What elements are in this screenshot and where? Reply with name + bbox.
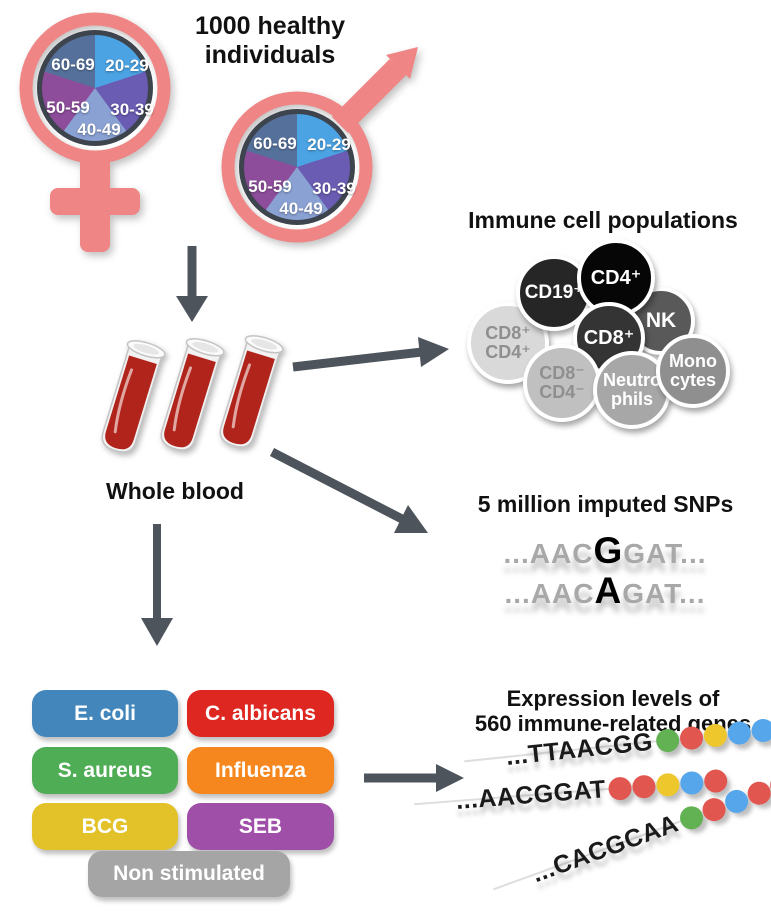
male-age-pie: 20-29 30-39 40-49 50-59 60-69 bbox=[239, 109, 356, 225]
blood-tube-icon bbox=[160, 338, 225, 451]
age-slice-label: 30-39 bbox=[110, 100, 154, 119]
age-slice-label: 20-29 bbox=[307, 135, 351, 154]
blue-dot bbox=[750, 717, 771, 743]
main-title-line2: individuals bbox=[204, 40, 336, 69]
snp-sequence-alt: ...AACAGAT... bbox=[390, 570, 771, 612]
age-slice-label: 30-39 bbox=[312, 179, 356, 198]
whole-blood-label: Whole blood bbox=[106, 478, 244, 504]
age-slice-label: 50-59 bbox=[248, 177, 292, 196]
snp-prefix: ...AAC bbox=[504, 578, 595, 609]
red-dot bbox=[631, 773, 657, 799]
cell-label: CD8⁺ bbox=[583, 326, 635, 349]
red-dot bbox=[607, 775, 633, 801]
arrow-down-to-stimuli-icon bbox=[141, 524, 173, 646]
main-title-line1: 1000 healthy bbox=[194, 12, 346, 40]
main-title: 1000 healthy individuals bbox=[155, 12, 385, 70]
blood-tube-icon bbox=[101, 340, 166, 453]
cell-label: CD8⁺ CD4⁺ bbox=[485, 323, 531, 362]
cell-circle-monocytes: Mono cytes bbox=[656, 334, 730, 408]
snps-title: 5 million imputed SNPs bbox=[477, 491, 734, 517]
male-sign-icon bbox=[221, 47, 418, 243]
cell-label: NK bbox=[645, 308, 677, 332]
age-slice-label: 20-29 bbox=[105, 56, 149, 75]
snp-prefix: ...AAC bbox=[503, 538, 594, 569]
age-slice-label: 60-69 bbox=[51, 55, 95, 74]
gene-sequence: ...CACGCAA bbox=[528, 808, 682, 888]
snp-variant-allele: G bbox=[593, 530, 624, 571]
snp-variant-allele: A bbox=[594, 570, 623, 611]
arrow-down-to-blood-icon bbox=[176, 246, 208, 322]
green-dot bbox=[654, 727, 680, 753]
blue-dot bbox=[679, 770, 705, 795]
immune-cells-title: Immune cell populations bbox=[468, 207, 738, 233]
snp-suffix: GAT... bbox=[622, 578, 706, 609]
age-slice-label: 50-59 bbox=[46, 98, 90, 117]
stimulus-pill-nonstimulated: Non stimulated bbox=[88, 851, 290, 897]
gene-sequence: ...AACGGAT bbox=[454, 774, 607, 815]
blue-dot bbox=[721, 786, 751, 816]
age-slice-label: 60-69 bbox=[253, 134, 297, 153]
blood-tubes bbox=[95, 333, 307, 475]
female-symbol: 20-29 30-39 40-49 50-59 60-69 bbox=[10, 5, 200, 257]
age-slice-label: 40-49 bbox=[77, 120, 121, 139]
green-dot bbox=[676, 802, 706, 833]
blue-dot bbox=[726, 719, 752, 746]
red-dot bbox=[678, 724, 704, 751]
cell-label: Mono cytes bbox=[669, 351, 717, 390]
snp-sequence-ref: ...AACGGAT... bbox=[390, 530, 771, 572]
cell-label: CD8⁻ CD4⁻ bbox=[539, 363, 585, 402]
stimulus-pill-influenza: Influenza bbox=[187, 747, 334, 794]
blood-tube-icon bbox=[219, 335, 284, 448]
cell-label: CD19⁺ bbox=[524, 282, 584, 304]
stimulus-pill-calbicans: C. albicans bbox=[187, 690, 334, 737]
yellow-dot bbox=[655, 771, 681, 797]
snp-suffix: GAT... bbox=[623, 538, 707, 569]
red-dot bbox=[698, 794, 729, 825]
age-slice-label: 40-49 bbox=[279, 199, 323, 218]
cell-circle-cd4: CD4⁺ bbox=[577, 239, 655, 317]
expression-title-line1: Expression levels of bbox=[506, 686, 720, 711]
female-sign-icon bbox=[19, 12, 171, 252]
cell-label: CD4⁺ bbox=[590, 266, 642, 289]
arrow-to-expression-icon bbox=[364, 764, 464, 792]
stimulus-pill-bcg: BCG bbox=[32, 803, 178, 850]
male-symbol: 20-29 30-39 40-49 50-59 60-69 bbox=[205, 40, 440, 256]
arrow-to-immune-cells-icon bbox=[292, 337, 449, 372]
cell-circle-cd8neg-cd4neg: CD8⁻ CD4⁻ bbox=[523, 344, 601, 422]
stimulus-pill-ecoli: E. coli bbox=[32, 690, 178, 737]
cell-label: Neutro phils bbox=[603, 370, 661, 409]
stimulus-pill-seb: SEB bbox=[187, 803, 334, 850]
blood-tube-icons bbox=[101, 335, 284, 453]
yellow-dot bbox=[702, 722, 728, 748]
female-age-pie: 20-29 30-39 40-49 50-59 60-69 bbox=[37, 30, 154, 146]
stimulus-pill-saureus: S. aureus bbox=[32, 747, 178, 794]
